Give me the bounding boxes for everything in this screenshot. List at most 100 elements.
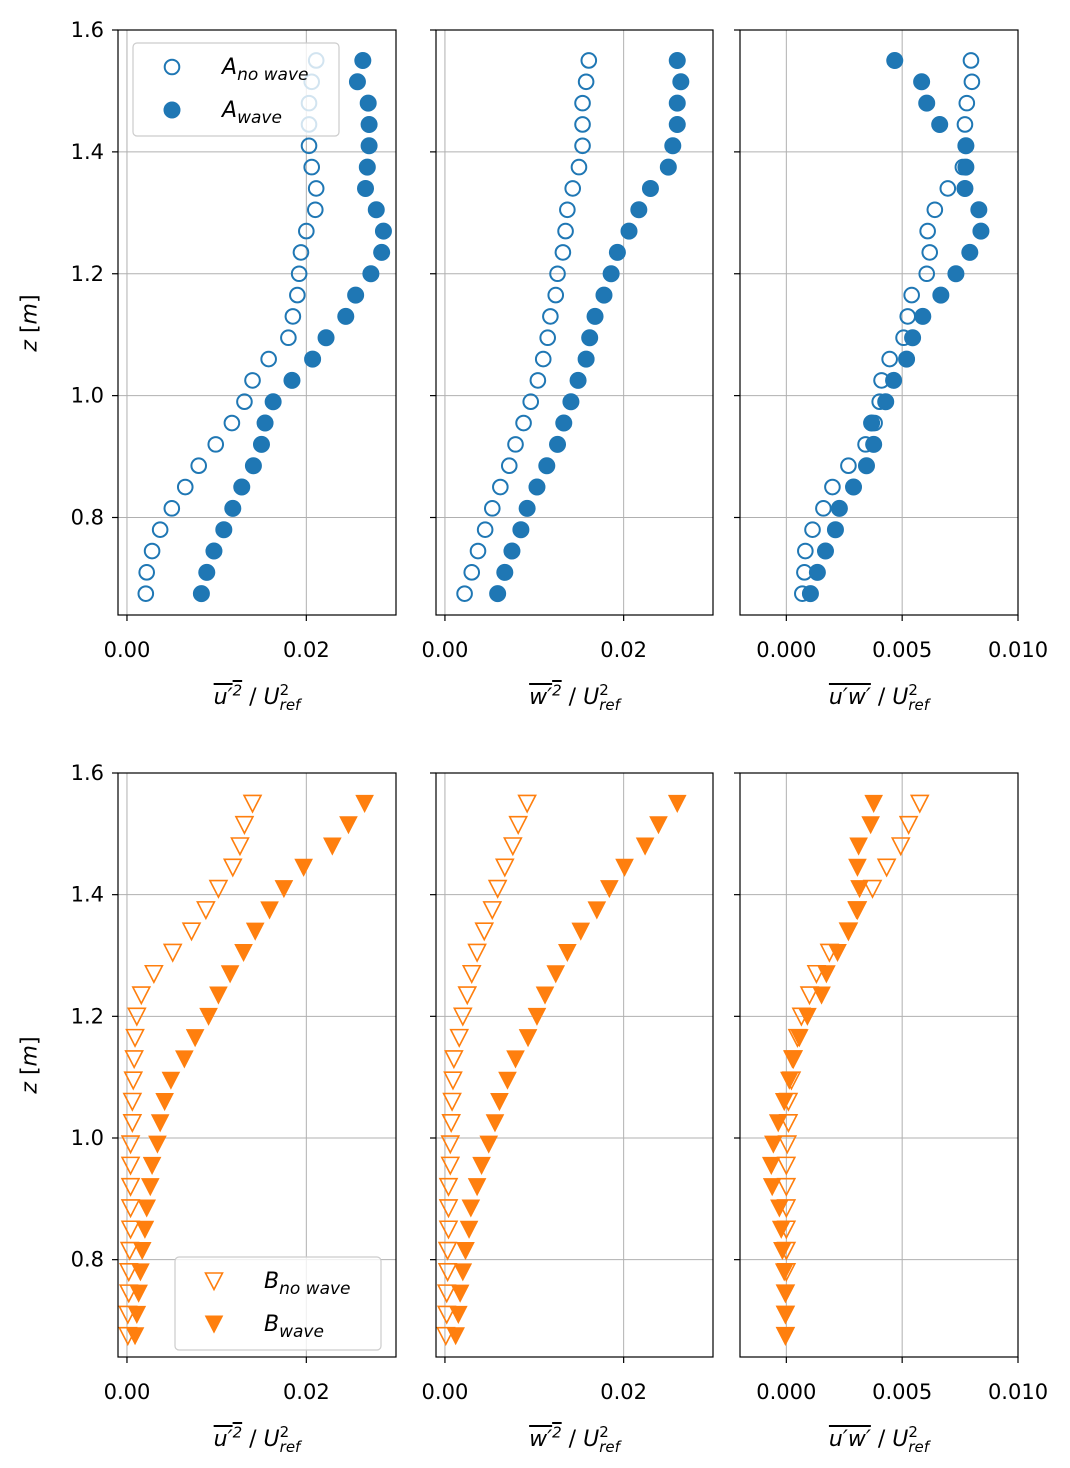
data-point — [360, 115, 378, 133]
data-point — [143, 542, 161, 560]
data-point — [839, 922, 858, 941]
data-point — [847, 901, 866, 920]
series-b-no-wave — [436, 794, 537, 1346]
data-point — [496, 563, 514, 581]
data-point — [452, 1007, 473, 1027]
series-a-no-wave — [456, 52, 598, 602]
y-tick-label: 0.8 — [71, 1248, 104, 1272]
data-point — [373, 243, 391, 261]
data-point — [444, 1050, 464, 1070]
data-point — [450, 1284, 470, 1303]
data-point — [236, 393, 253, 411]
data-point — [608, 243, 626, 261]
data-point — [459, 1220, 479, 1239]
data-point — [209, 986, 228, 1005]
legend-box — [132, 42, 340, 137]
data-point — [774, 1263, 794, 1282]
data-point — [123, 1071, 144, 1091]
data-point — [131, 1263, 150, 1282]
data-point — [492, 478, 509, 496]
data-point — [175, 1050, 194, 1069]
xlabel-denominator-subscript: ref — [908, 1438, 930, 1456]
x-tick-label: 0.010 — [988, 638, 1048, 662]
y-tick-label: 1.0 — [71, 1126, 104, 1150]
data-point — [542, 308, 559, 325]
data-point — [181, 922, 202, 942]
data-point — [161, 1071, 181, 1090]
data-point — [233, 478, 251, 496]
data-point — [208, 879, 229, 899]
data-point — [898, 815, 919, 835]
data-point — [861, 816, 880, 835]
data-point — [569, 371, 587, 389]
data-point — [199, 1007, 218, 1026]
data-point — [461, 964, 482, 984]
axes-frame — [117, 29, 397, 616]
data-point — [547, 286, 565, 304]
data-point — [534, 350, 552, 368]
plot-area — [436, 773, 713, 1357]
data-point — [485, 1114, 505, 1133]
data-point — [476, 521, 494, 538]
data-point — [294, 858, 313, 877]
data-point — [957, 158, 975, 176]
data-point — [507, 436, 524, 453]
legend-box — [174, 1256, 382, 1351]
data-point — [438, 1199, 459, 1219]
data-point — [355, 794, 374, 814]
data-point — [817, 965, 836, 984]
data-point — [557, 222, 574, 240]
data-point — [437, 1263, 458, 1283]
data-point — [289, 286, 306, 304]
data-point — [890, 837, 911, 857]
data-point — [515, 414, 532, 432]
x-axis-label: u′2 / U 2 ref — [214, 683, 301, 713]
data-point — [155, 1093, 174, 1112]
data-point — [290, 265, 308, 283]
data-point — [274, 880, 294, 899]
y-tick-label: 0.8 — [71, 506, 104, 530]
data-point — [224, 499, 242, 517]
data-point — [120, 1177, 141, 1197]
y-tick-label: 1.4 — [71, 883, 104, 907]
axes-frame — [435, 772, 714, 1358]
x-tick-label: 0.02 — [283, 638, 330, 662]
data-point — [558, 943, 577, 963]
data-point — [500, 457, 518, 475]
x-tick-label: 0.02 — [600, 1380, 647, 1404]
data-point — [358, 158, 376, 176]
data-point — [783, 1050, 802, 1069]
legend-label-base: B — [264, 1269, 279, 1294]
xlabel-denominator: U — [583, 1427, 600, 1452]
data-point — [799, 986, 820, 1006]
data-point — [131, 986, 152, 1006]
data-point — [348, 73, 366, 91]
x-tick-label: 0.00 — [104, 1380, 151, 1404]
data-point — [148, 1135, 167, 1154]
data-point — [142, 1156, 162, 1175]
data-point — [469, 542, 487, 560]
xlabel-separator: / — [242, 1427, 264, 1452]
data-point — [664, 137, 682, 155]
data-point — [440, 1135, 461, 1155]
legend-label-subscript: no wave — [237, 65, 308, 85]
data-point — [914, 307, 932, 325]
xlabel-denominator: U — [263, 1427, 280, 1452]
data-point — [972, 222, 990, 240]
data-point — [482, 901, 503, 921]
xlabel-denominator-exponent: 2 — [279, 1423, 290, 1441]
data-point — [456, 585, 473, 602]
data-point — [449, 1028, 470, 1048]
data-point — [776, 1156, 797, 1176]
data-point — [440, 1156, 461, 1176]
xlabel-denominator-scripts: 2 ref — [908, 1425, 929, 1455]
legend-label-base: A — [220, 98, 237, 123]
data-point — [845, 478, 863, 496]
data-point — [970, 201, 988, 219]
data-point — [307, 180, 325, 197]
data-point — [185, 1029, 205, 1048]
ylabel-bracket-open: [ — [17, 1066, 43, 1083]
data-point — [260, 901, 279, 920]
data-point — [918, 94, 936, 112]
